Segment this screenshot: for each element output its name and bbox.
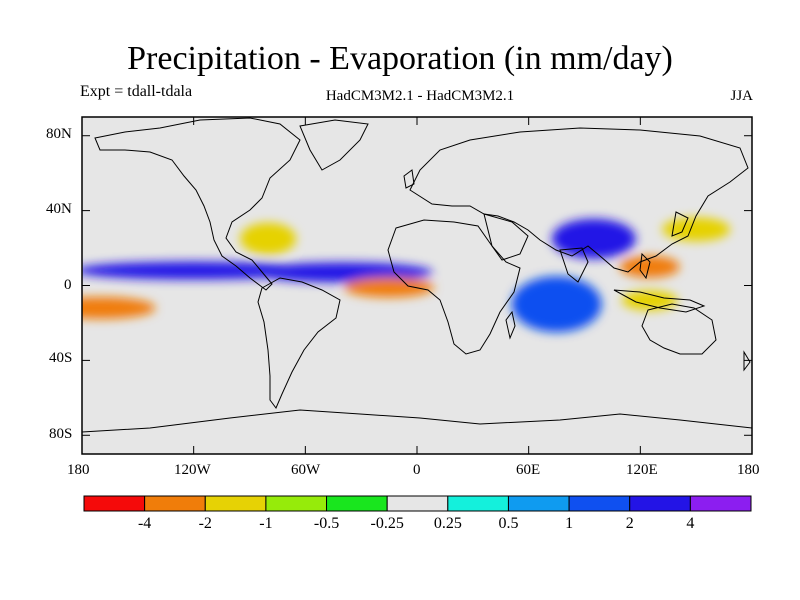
colorbar-label: -2 [199, 515, 212, 532]
coastlines [82, 117, 752, 433]
colorbar-swatch [386, 495, 449, 512]
model-subtitle: HadCM3M2.1 - HadCM3M2.1 [325, 88, 515, 104]
colorbar-label: -0.25 [371, 515, 404, 532]
lat-tick-label: 80S [49, 426, 73, 442]
south-america-outline [257, 277, 341, 409]
lon-tick-label: 120W [174, 462, 211, 478]
india-outline [559, 247, 589, 283]
colorbar-label: 4 [686, 515, 694, 532]
lon-tick-label: 60W [291, 462, 321, 478]
japan-outline [671, 211, 689, 237]
field-feature [344, 277, 435, 298]
chart-title: Precipitation - Evaporation (in mm/day) [127, 40, 673, 77]
britain-outline [403, 169, 415, 189]
colorbar-swatch [568, 495, 631, 512]
colorbar-swatch [447, 495, 509, 512]
colorbar-swatch [144, 495, 206, 512]
lat-tick-label: 40S [49, 350, 73, 366]
colorbar-label: -4 [138, 515, 151, 532]
lat-tick-label: 40N [46, 201, 72, 217]
field-feature [240, 222, 297, 255]
lon-tick-label: 60E [516, 462, 541, 478]
experiment-label: Expt = tdall-tdala [80, 83, 193, 100]
field-feature [662, 217, 731, 242]
colorbar-label: 0.25 [434, 515, 462, 532]
colorbar-swatch [83, 495, 146, 512]
lon-tick-label: 0 [413, 462, 421, 478]
colorbar-swatch [204, 495, 267, 512]
lon-tick-label: 180 [737, 462, 760, 478]
madagascar-outline [505, 310, 516, 340]
colorbar-label: 2 [626, 515, 634, 532]
maritime-continent-outline [613, 289, 706, 313]
africa-outline [387, 219, 521, 355]
lat-tick-label: 80N [46, 126, 72, 142]
colorbar-swatch [265, 495, 328, 512]
field-feature [621, 290, 678, 311]
north-america-outline [94, 117, 301, 291]
antarctica-outline [82, 409, 752, 433]
colorbar-swatch [326, 495, 388, 512]
lat-tick-label: 0 [64, 277, 72, 293]
field-feature [511, 276, 602, 333]
lon-tick-label: 180 [67, 462, 90, 478]
colorbar-label: 0.5 [498, 515, 518, 532]
colorbar-swatch [507, 495, 570, 512]
field-feature [82, 296, 156, 319]
colorbar-swatch [689, 495, 752, 512]
australia-outline [641, 303, 717, 355]
axis-ticks [81, 117, 753, 454]
colorbar-label: 1 [565, 515, 573, 532]
colorbar-label: -0.5 [314, 515, 339, 532]
philippines-outline [639, 252, 651, 280]
colorbar: -4 -2 -1 -0.5 -0.25 0.25 0.5 1 2 4 [83, 495, 752, 532]
colorbar-swatch [629, 495, 691, 512]
colorbar-label: -1 [259, 515, 272, 532]
eurasia-outline [409, 127, 749, 273]
lon-tick-label: 120E [626, 462, 658, 478]
field-feature [619, 255, 680, 278]
new-zealand-outline [743, 350, 751, 372]
greenland-outline [299, 119, 369, 171]
season-label: JJA [730, 88, 753, 104]
